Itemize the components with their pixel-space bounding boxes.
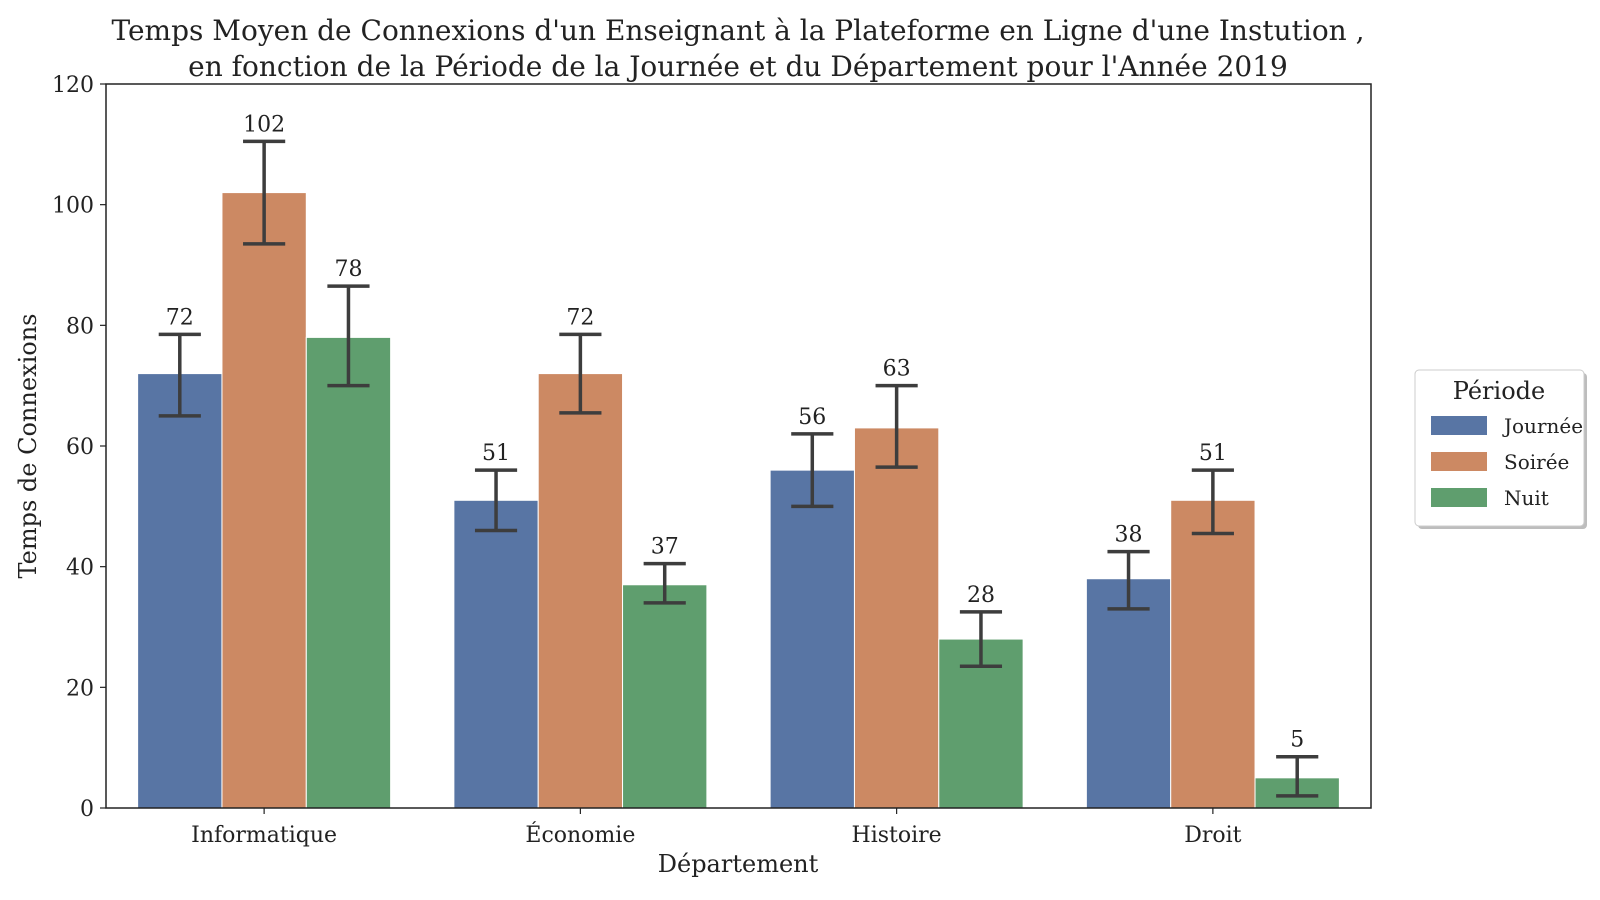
error-bars (158, 139, 1319, 798)
data-label-informatique-nuit: 78 (334, 257, 362, 282)
error-bar-histoire-nuit (959, 610, 1003, 668)
data-label-droit-soiree: 51 (1199, 441, 1227, 466)
error-bar-histoire-soiree (875, 383, 918, 469)
x-tick-label: Histoire (852, 823, 942, 848)
data-label-droit-nuit: 5 (1290, 728, 1304, 753)
y-tick-label: 0 (80, 797, 94, 822)
bar-economie-soiree (537, 373, 624, 809)
error-bar-informatique-nuit (327, 284, 370, 388)
y-tick-label: 120 (52, 73, 94, 98)
bar-histoire-journee (769, 469, 855, 809)
data-label-histoire-nuit: 28 (967, 583, 995, 608)
bar-informatique-soiree (221, 192, 307, 809)
data-label-histoire-journee: 56 (798, 405, 826, 430)
y-tick-label: 100 (52, 194, 94, 219)
bar-droit-journee (1085, 578, 1172, 809)
data-label-droit-journee: 38 (1115, 523, 1143, 548)
legend-label-nuit: Nuit (1504, 486, 1549, 510)
bar-economie-journee (453, 499, 539, 809)
data-label-economie-journee: 51 (482, 441, 510, 466)
chart-title-line-2: en fonction de la Période de la Journée … (188, 50, 1288, 83)
bar-economie-nuit (622, 584, 708, 809)
data-labels: 72 51 56 38 102 72 63 51 78 37 28 5 (166, 112, 1304, 752)
x-tick-label: Droit (1184, 823, 1241, 848)
legend-swatch-journee (1431, 416, 1487, 435)
error-bar-economie-nuit (643, 561, 686, 605)
x-axis-label: Département (658, 850, 819, 878)
data-label-economie-nuit: 37 (651, 535, 679, 560)
bars (137, 192, 1340, 809)
bar-droit-soiree (1170, 499, 1256, 809)
data-label-economie-soiree: 72 (566, 305, 594, 330)
legend-title: Période (1453, 377, 1545, 405)
bar-histoire-soiree (853, 427, 940, 809)
error-bar-histoire-journee (791, 432, 834, 509)
x-tick-label: Informatique (191, 823, 337, 848)
legend-swatch-nuit (1431, 488, 1487, 507)
data-label-informatique-soiree: 102 (243, 112, 285, 137)
error-bar-economie-soiree (559, 332, 602, 415)
y-axis-label: Temps de Connexions (14, 314, 42, 579)
legend-swatch-soiree (1431, 452, 1487, 471)
legend-box (1414, 369, 1585, 527)
legend-label-journee: Journée (1502, 414, 1583, 438)
data-label-histoire-soiree: 63 (883, 357, 911, 382)
error-bar-economie-journee (474, 468, 518, 533)
chart-title-line-1: Temps Moyen de Connexions d'un Enseignan… (111, 14, 1364, 47)
legend-label-soiree: Soirée (1504, 450, 1569, 474)
legend-items: Journée Soirée Nuit (1431, 414, 1583, 510)
bar-informatique-journee (137, 373, 223, 809)
y-tick-label: 40 (66, 556, 94, 581)
y-tick-label: 80 (66, 314, 94, 339)
x-tick-label: Économie (525, 821, 635, 848)
y-tick-label: 20 (66, 676, 94, 701)
legend: Période Journée Soirée Nuit (1414, 369, 1587, 529)
y-tick-label: 60 (66, 435, 94, 460)
x-axis-ticks: Informatique Économie Histoire Droit (191, 808, 1242, 848)
bar-informatique-nuit (305, 336, 392, 809)
error-bar-informatique-soiree (243, 139, 286, 246)
data-label-informatique-journee: 72 (166, 305, 194, 330)
y-axis-ticks: 0 20 40 60 80 100 120 (52, 73, 106, 822)
error-bar-droit-nuit (1276, 754, 1319, 798)
error-bar-droit-journee (1107, 549, 1150, 611)
error-bar-informatique-journee (158, 332, 201, 418)
error-bar-droit-soiree (1191, 468, 1234, 536)
